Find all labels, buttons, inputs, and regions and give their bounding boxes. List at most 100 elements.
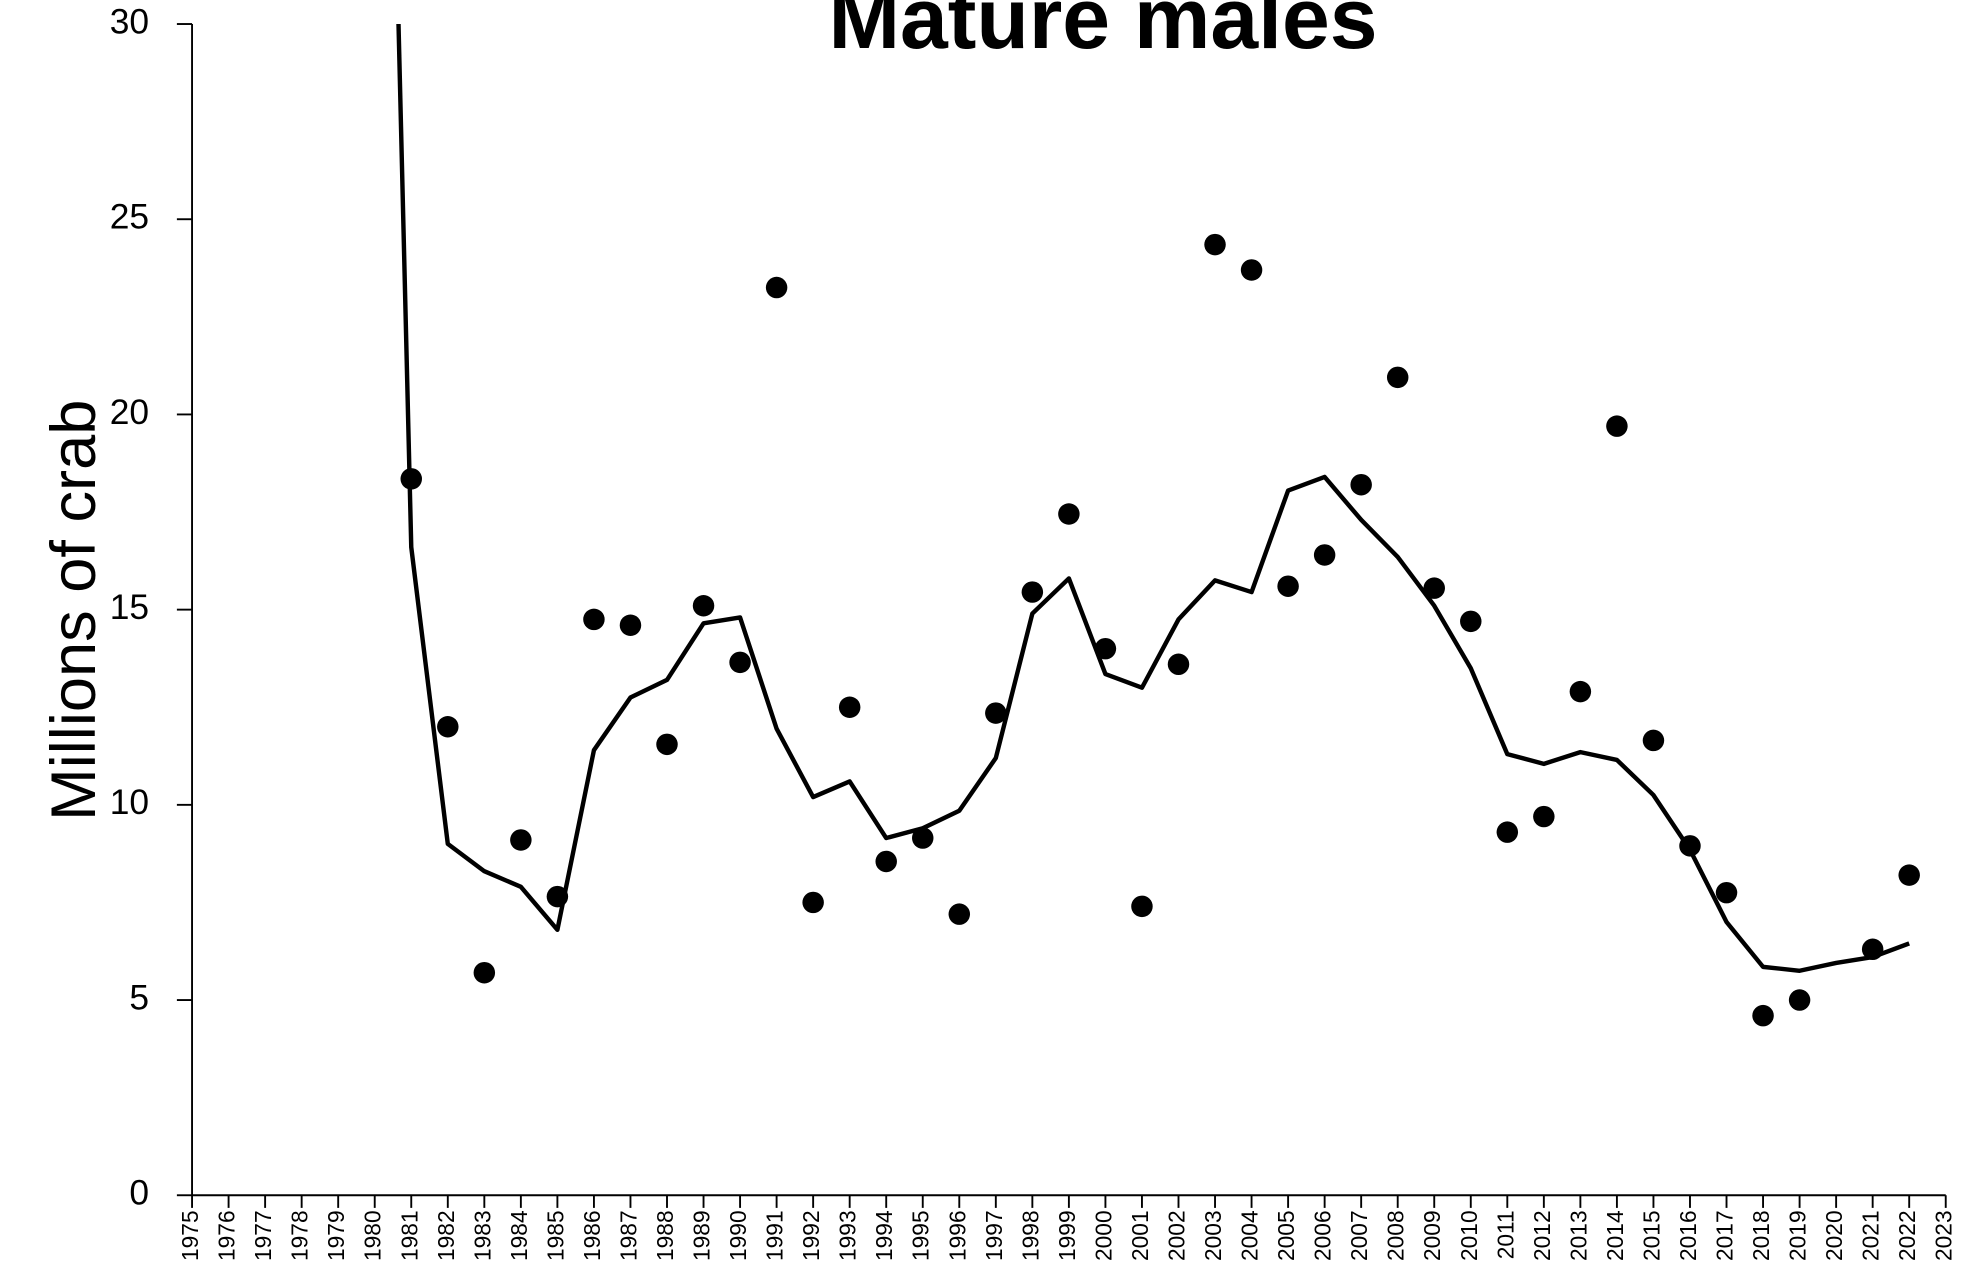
- x-tick-label: 1993: [835, 1210, 861, 1261]
- data-point: [437, 716, 459, 738]
- x-tick-label: 1992: [798, 1210, 824, 1261]
- data-point: [1715, 881, 1738, 904]
- data-point: [1533, 805, 1555, 828]
- x-tick-label: 1989: [689, 1210, 715, 1261]
- data-point: [546, 885, 569, 908]
- x-tick-label: 2023: [1931, 1210, 1957, 1261]
- x-tick-label: 1987: [615, 1210, 641, 1261]
- data-point: [1606, 415, 1628, 437]
- x-tick-label: 1984: [506, 1210, 532, 1261]
- data-point: [802, 891, 824, 914]
- x-tick-label: 2018: [1748, 1210, 1774, 1261]
- data-point: [729, 651, 751, 674]
- x-tick-label: 2019: [1785, 1210, 1811, 1261]
- x-tick-label: 2009: [1419, 1210, 1445, 1261]
- data-point: [1313, 544, 1336, 566]
- data-point: [656, 733, 678, 756]
- x-tick-label: 2015: [1638, 1210, 1664, 1261]
- x-tick-label: 2022: [1894, 1210, 1920, 1261]
- data-point: [1204, 233, 1226, 256]
- x-tick-label: 2010: [1456, 1210, 1482, 1261]
- data-point: [1058, 503, 1080, 525]
- data-point: [510, 829, 532, 851]
- x-tick-label: 2003: [1200, 1210, 1226, 1261]
- x-tick-label: 2002: [1163, 1210, 1189, 1261]
- data-point: [473, 961, 496, 984]
- x-tick-label: 1983: [469, 1210, 495, 1261]
- x-tick-label: 2012: [1529, 1210, 1555, 1261]
- data-point: [1496, 821, 1519, 843]
- data-point: [1350, 473, 1372, 496]
- data-point: [400, 468, 422, 490]
- data-point: [1423, 577, 1445, 599]
- x-tick-label: 2014: [1602, 1210, 1628, 1261]
- data-point: [1131, 895, 1153, 918]
- data-point: [1788, 989, 1811, 1011]
- x-tick-label: 1985: [542, 1210, 568, 1261]
- x-tick-label: 1996: [944, 1210, 970, 1261]
- x-tick-label: 2020: [1821, 1210, 1847, 1261]
- data-point: [985, 702, 1007, 724]
- data-point: [1277, 575, 1299, 597]
- x-tick-label: 1997: [981, 1210, 1007, 1261]
- x-tick-label: 1998: [1017, 1210, 1043, 1261]
- x-tick-label: 1977: [250, 1210, 276, 1261]
- data-point: [1021, 581, 1044, 603]
- data-point: [1861, 938, 1884, 961]
- data-point: [1752, 1004, 1774, 1027]
- x-tick-label: 1988: [652, 1210, 678, 1261]
- data-point: [1460, 610, 1482, 633]
- y-tick-label: 30: [110, 2, 149, 41]
- y-tick-label: 20: [110, 393, 149, 432]
- x-tick-label: 2006: [1310, 1210, 1336, 1261]
- x-tick-label: 1982: [433, 1210, 459, 1261]
- data-point: [765, 276, 788, 299]
- data-point: [583, 608, 605, 631]
- data-point: [619, 614, 642, 636]
- x-tick-label: 1976: [214, 1210, 240, 1261]
- y-tick-label: 5: [129, 978, 149, 1017]
- data-point: [1094, 637, 1117, 660]
- y-tick-label: 15: [110, 588, 149, 627]
- chart-title: Mature males: [828, 0, 1377, 67]
- x-tick-label: 2011: [1492, 1210, 1518, 1259]
- x-tick-label: 1995: [908, 1210, 934, 1261]
- data-line: [396, 24, 1910, 973]
- x-tick-label: 2021: [1858, 1210, 1884, 1261]
- data-point: [838, 696, 861, 718]
- x-tick-label: 2007: [1346, 1210, 1372, 1261]
- data-point: [1898, 864, 1920, 886]
- x-tick-label: 1991: [762, 1210, 788, 1261]
- x-tick-label: 2001: [1127, 1210, 1153, 1261]
- x-tick-label: 1981: [396, 1210, 422, 1261]
- x-tick-label: 1994: [871, 1210, 897, 1261]
- x-tick-label: 2004: [1237, 1210, 1263, 1261]
- x-tick-label: 1978: [287, 1210, 313, 1261]
- x-tick-label: 2017: [1712, 1210, 1738, 1261]
- data-point: [1386, 366, 1409, 389]
- x-tick-label: 1979: [323, 1210, 349, 1261]
- data-point: [1679, 835, 1701, 857]
- x-tick-label: 1980: [360, 1210, 386, 1261]
- y-tick-label: 25: [110, 198, 149, 237]
- data-point: [1240, 259, 1263, 281]
- data-point: [1569, 680, 1592, 703]
- y-tick-label: 10: [110, 783, 149, 822]
- x-tick-label: 1990: [725, 1210, 751, 1261]
- y-tick-label: 0: [129, 1174, 149, 1213]
- x-tick-label: 2008: [1383, 1210, 1409, 1261]
- x-tick-label: 2005: [1273, 1210, 1299, 1261]
- y-axis-label: Millions of crab: [39, 400, 109, 821]
- x-tick-label: 2016: [1675, 1210, 1701, 1261]
- x-tick-label: 1986: [579, 1210, 605, 1261]
- data-point: [1642, 729, 1665, 752]
- x-tick-label: 1999: [1054, 1210, 1080, 1261]
- data-point: [912, 827, 934, 849]
- data-point: [1167, 653, 1190, 676]
- data-point: [875, 850, 897, 873]
- x-tick-label: 2013: [1565, 1210, 1591, 1261]
- data-point: [948, 903, 971, 925]
- data-point: [692, 594, 715, 617]
- x-tick-label: 2000: [1090, 1210, 1116, 1261]
